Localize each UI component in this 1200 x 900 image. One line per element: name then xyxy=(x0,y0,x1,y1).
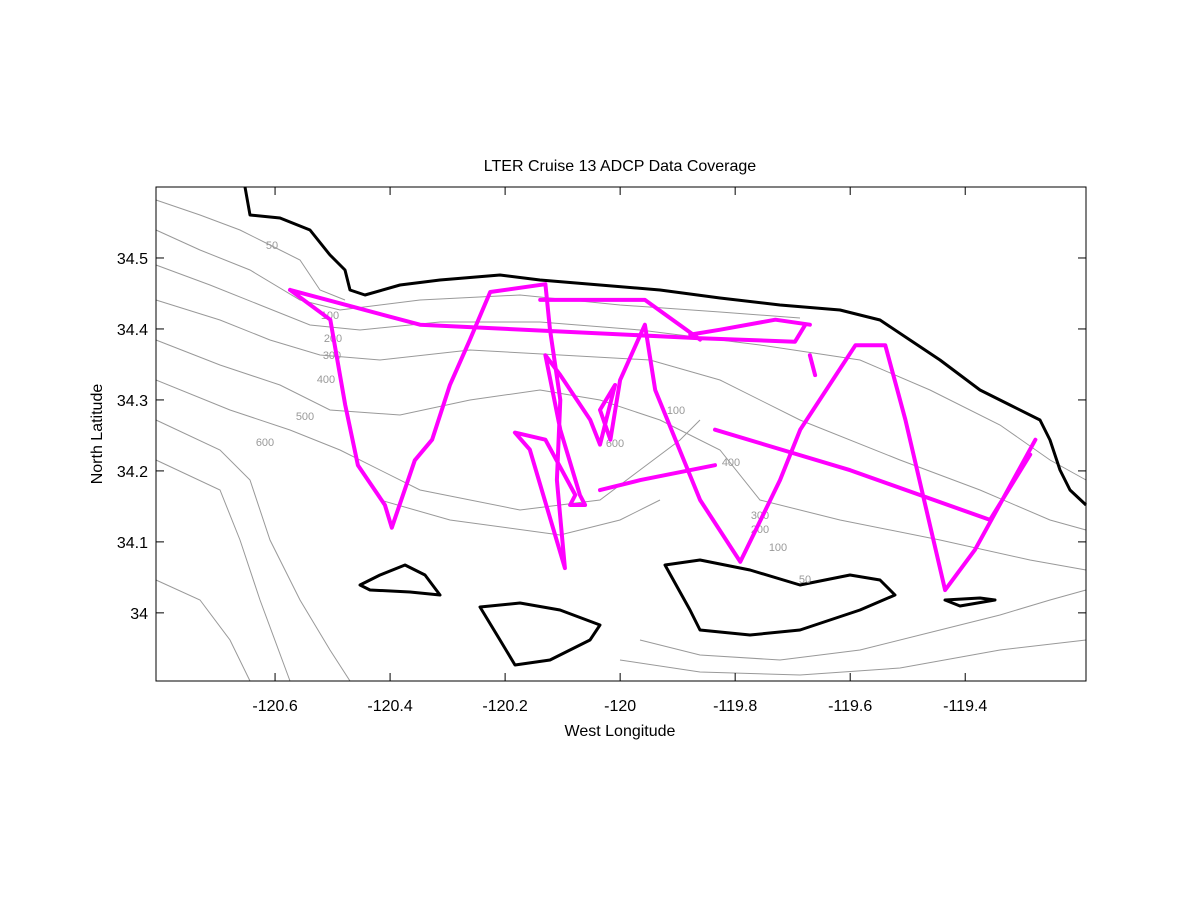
x-tick-label: -119.4 xyxy=(943,698,987,715)
y-axis-label: North Latitude xyxy=(89,384,106,485)
contour xyxy=(639,589,1087,661)
contour xyxy=(155,199,346,301)
chart-title: LTER Cruise 13 ADCP Data Coverage xyxy=(484,158,757,175)
y-tick-label: 34.1 xyxy=(117,535,148,552)
contour-label: 100 xyxy=(667,405,685,417)
contour-label: 50 xyxy=(266,240,278,252)
contour-label: 50 xyxy=(799,574,811,586)
x-tick-label: -119.6 xyxy=(828,698,872,715)
coastline xyxy=(243,186,1088,667)
x-tick-label: -120.6 xyxy=(252,698,297,715)
contour xyxy=(155,379,701,511)
island-coast xyxy=(358,563,442,597)
y-tick-label: 34.2 xyxy=(117,464,148,481)
mainland-coast xyxy=(243,186,1088,507)
x-tick-label: -120.4 xyxy=(367,698,412,715)
island-coast xyxy=(478,601,602,667)
y-tick-label: 34.4 xyxy=(117,322,148,339)
track-line xyxy=(288,282,1038,593)
contour xyxy=(155,299,1087,531)
contour xyxy=(155,229,801,319)
contour xyxy=(619,639,1087,676)
contour-label: 400 xyxy=(722,457,740,469)
plot-frame xyxy=(155,186,1087,682)
island-coast xyxy=(943,596,997,608)
y-tick-label: 34.3 xyxy=(117,393,148,410)
contour-label: 500 xyxy=(296,411,314,423)
contour xyxy=(155,419,351,682)
contour xyxy=(379,499,661,536)
x-axis-label: West Longitude xyxy=(565,723,676,740)
contour-label: 600 xyxy=(256,437,274,449)
contour xyxy=(155,459,291,682)
x-tick-label: -120.2 xyxy=(482,698,527,715)
contour xyxy=(155,264,1087,481)
x-tick-label: -119.8 xyxy=(713,698,757,715)
contour xyxy=(155,339,1087,571)
island-coast xyxy=(663,558,897,637)
bathymetry-contours xyxy=(155,199,1087,682)
y-tick-label: 34 xyxy=(130,606,148,623)
x-tick-label: -120 xyxy=(604,698,636,715)
y-tick-label: 34.5 xyxy=(117,251,148,268)
contour-label: 100 xyxy=(321,310,339,322)
contour xyxy=(155,579,251,682)
contour-label: 400 xyxy=(317,374,335,386)
contour-label: 100 xyxy=(769,542,787,554)
